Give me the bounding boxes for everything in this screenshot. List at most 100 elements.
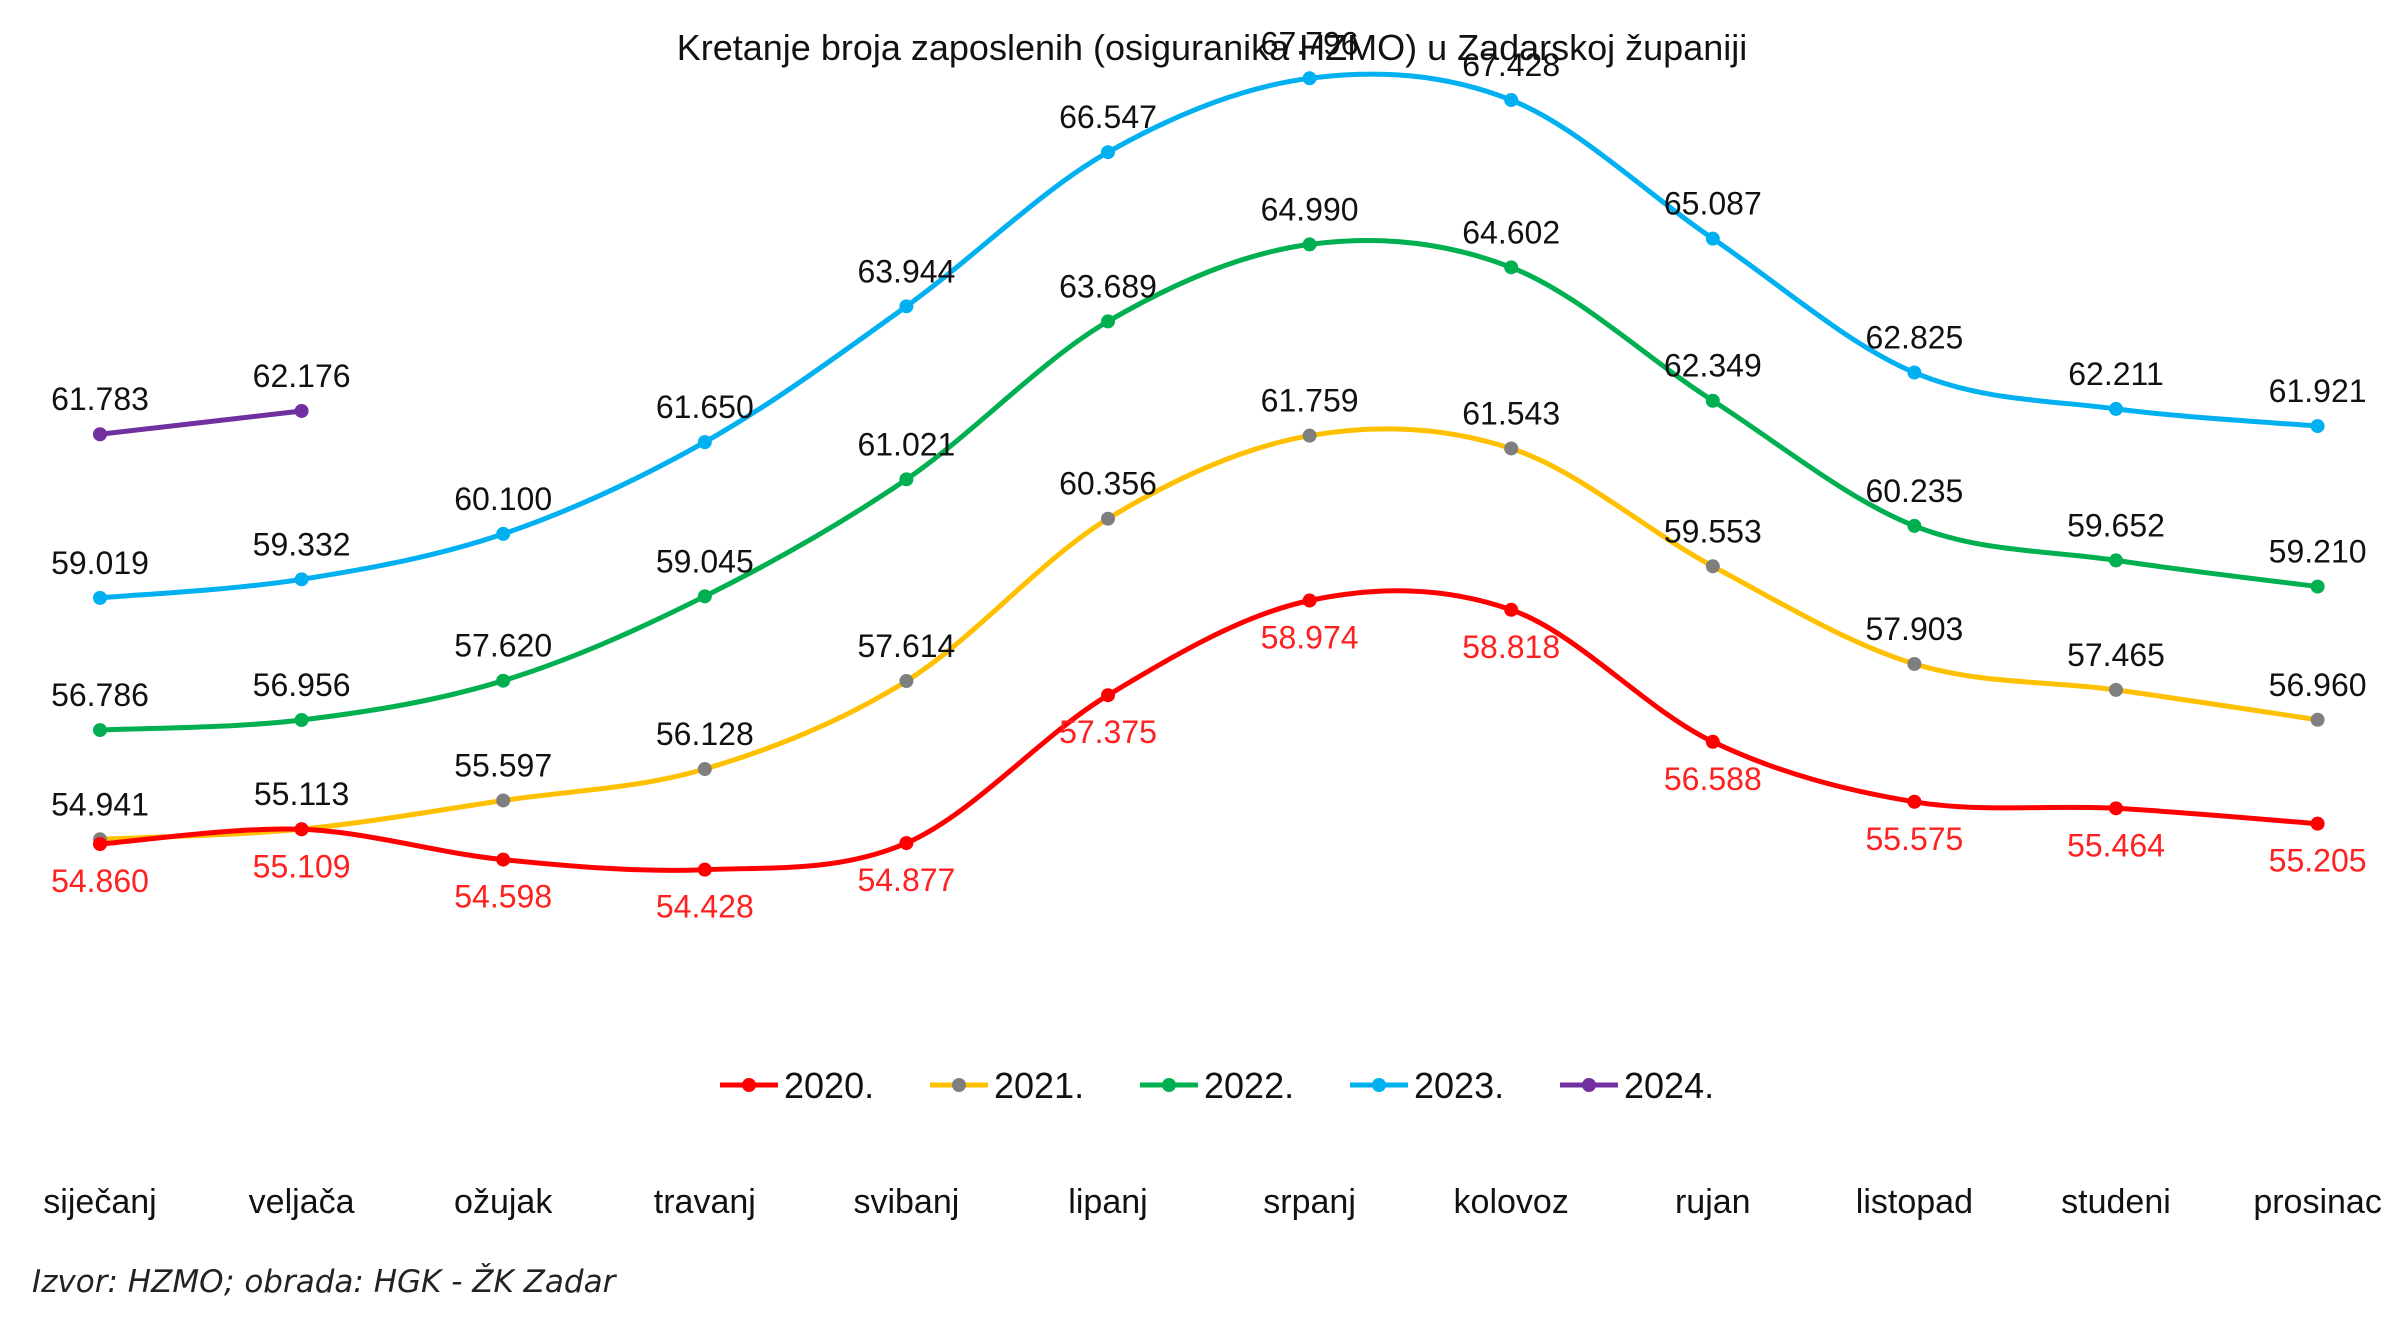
legend-label-2024: 2024. [1624,1065,1714,1106]
data-point-2020-7 [1302,593,1317,608]
legend-item-2024: 2024. [1560,1065,1714,1106]
data-label-2023-2: 59.332 [253,526,351,562]
data-point-2023-2 [294,572,309,587]
data-label-2023-12: 61.921 [2269,373,2367,409]
data-point-2023-5 [899,299,914,314]
category-label-4: travanj [654,1183,756,1221]
data-point-2023-1 [93,590,107,605]
data-label-2023-8: 67.428 [1462,47,1560,83]
data-point-2021-11 [2109,682,2123,697]
data-point-2022-10 [1907,518,1922,533]
data-label-2020-4: 54.428 [656,889,754,925]
data-label-2023-5: 63.944 [857,253,955,289]
data-label-2021-1: 54.941 [51,786,149,822]
data-label-2020-7: 58.974 [1261,620,1359,656]
data-point-2022-8 [1504,260,1519,275]
legend-marker-2020 [742,1078,756,1092]
legend-label-2023: 2023. [1414,1065,1504,1106]
data-label-2023-9: 65.087 [1664,186,1762,222]
data-label-2021-7: 61.759 [1261,383,1359,419]
legend-item-2021: 2021. [930,1065,1084,1106]
data-point-2021-6 [1101,511,1115,526]
data-point-2021-3 [496,793,511,808]
data-label-2022-4: 59.045 [656,543,754,579]
legend-item-2023: 2023. [1350,1065,1504,1106]
data-label-2023-7: 67.796 [1261,25,1359,61]
series-2024 [93,403,309,442]
data-point-2023-8 [1504,93,1519,108]
data-point-2021-5 [899,674,914,689]
series-2022 [93,237,2325,738]
data-point-2021-8 [1504,441,1519,456]
data-label-2020-9: 56.588 [1664,761,1762,797]
data-label-2021-12: 56.960 [2269,667,2367,703]
data-label-2021-5: 57.614 [857,628,955,664]
data-point-2020-12 [2310,816,2325,831]
data-point-2023-7 [1302,71,1317,86]
series-2021 [93,426,2325,847]
data-label-2023-1: 59.019 [51,545,149,581]
data-label-2021-9: 59.553 [1664,513,1762,549]
data-label-2022-7: 64.990 [1261,191,1359,227]
data-label-2021-6: 60.356 [1059,466,1157,502]
category-label-10: listopad [1856,1183,1973,1221]
category-label-2: veljača [249,1183,355,1221]
data-label-2022-2: 56.956 [253,667,351,703]
data-point-2022-12 [2310,579,2325,594]
data-label-2020-1: 54.860 [51,863,149,899]
data-label-2024-1: 61.783 [51,381,149,417]
data-label-2022-6: 63.689 [1059,268,1157,304]
data-label-2021-10: 57.903 [1865,611,1963,647]
legend-label-2020: 2020. [784,1065,874,1106]
data-point-2023-6 [1101,145,1115,160]
source-note: Izvor: HZMO; obrada: HGK - ŽK Zadar [32,1264,618,1300]
series-line-2020 [97,588,2321,873]
data-label-2021-8: 61.543 [1462,395,1560,431]
data-point-2022-11 [2109,553,2123,568]
data-labels-layer: 54.860 55.109 54.598 54.428 54.877 57.375 58.9… [51,25,2366,924]
data-point-2022-4 [697,589,712,604]
data-label-2021-3: 55.597 [454,747,552,783]
data-point-2020-8 [1504,602,1519,617]
legend-marker-2022 [1162,1078,1176,1092]
data-label-2020-8: 58.818 [1462,629,1560,665]
data-label-2023-3: 60.100 [454,481,552,517]
data-point-2022-6 [1101,314,1115,329]
data-label-2021-2: 55.113 [254,776,350,812]
data-point-2022-2 [294,713,309,728]
data-point-2021-7 [1302,428,1317,443]
series-line-2022 [97,237,2321,733]
data-point-2023-3 [496,526,511,541]
data-label-2023-11: 62.211 [2068,356,2164,392]
data-label-2020-10: 55.575 [1865,821,1963,857]
data-point-2022-5 [899,472,914,487]
series-2023 [93,71,2325,605]
data-point-2020-1 [93,837,107,852]
data-point-2023-10 [1907,365,1922,380]
data-point-2022-1 [93,723,107,738]
data-label-2023-6: 66.547 [1059,99,1157,135]
legend-marker-2023 [1372,1078,1386,1092]
data-label-2023-10: 62.825 [1865,320,1963,356]
series-line-2024 [97,408,305,437]
data-label-2020-6: 57.375 [1059,714,1157,750]
series-line-2021 [97,426,2321,842]
series-2020 [93,588,2325,877]
data-label-2022-3: 57.620 [454,628,552,664]
data-point-2023-11 [2109,401,2123,416]
data-label-2022-5: 61.021 [857,426,955,462]
legend-marker-2024 [1582,1078,1596,1092]
data-label-2021-11: 57.465 [2067,637,2165,673]
category-label-7: srpanj [1263,1183,1356,1221]
data-point-2022-9 [1705,393,1720,408]
data-point-2021-10 [1907,656,1922,671]
data-label-2022-11: 59.652 [2067,507,2165,543]
data-label-2022-12: 59.210 [2269,534,2367,570]
data-point-2020-4 [697,862,712,877]
data-point-2023-4 [697,435,712,450]
data-label-2022-9: 62.349 [1664,348,1762,384]
data-point-2020-9 [1705,734,1720,749]
data-point-2024-1 [93,427,107,442]
data-point-2021-9 [1705,559,1720,574]
